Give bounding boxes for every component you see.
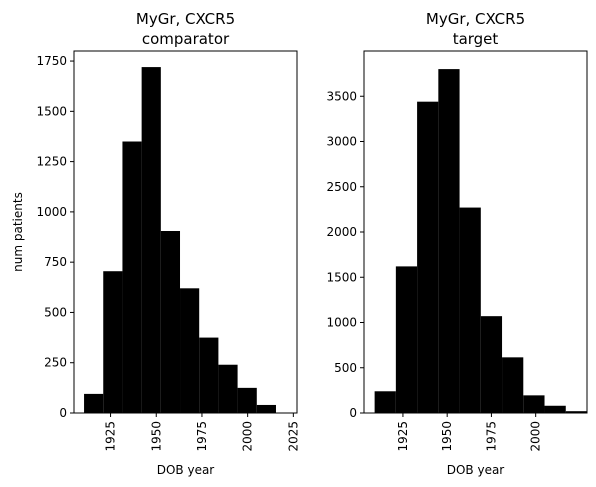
chart-title-line: target — [453, 30, 499, 48]
y-tick-label: 1500 — [36, 104, 67, 118]
x-tick-label: 1950 — [149, 421, 163, 452]
histogram-bar — [180, 288, 200, 413]
chart-title: MyGr, CXCR5 target — [426, 10, 525, 48]
histogram-bar — [122, 141, 142, 413]
y-tick-label: 1750 — [36, 54, 67, 68]
y-tick-label: 1250 — [36, 155, 67, 169]
y-tick-label: 3000 — [326, 135, 357, 149]
x-tick-label: 2025 — [286, 421, 300, 452]
chart-panel-2: 0 500 1000 1500 2000 2500 3000 3500 1925 1950 1975… — [326, 10, 588, 477]
y-tick-label: 0 — [349, 406, 357, 420]
histogram-bar — [565, 411, 587, 413]
histogram-bar — [103, 271, 123, 413]
x-tick-label: 1925 — [396, 421, 410, 452]
y-tick-label: 500 — [44, 305, 67, 319]
histogram-bar — [141, 67, 161, 413]
y-tick-label: 500 — [334, 361, 357, 375]
x-axis-label: DOB year — [447, 463, 505, 477]
y-tick-label: 1500 — [326, 270, 357, 284]
histogram-bar — [237, 387, 257, 413]
histogram-bar — [544, 405, 566, 413]
x-axis-label: DOB year — [157, 463, 215, 477]
y-tick-label: 1000 — [326, 316, 357, 330]
histogram-bar — [160, 230, 181, 413]
x-tick-label: 1950 — [440, 421, 454, 452]
histogram-bar — [502, 357, 524, 413]
y-tick-label: 0 — [59, 406, 67, 420]
x-tick-label: 1975 — [484, 421, 498, 452]
chart-panel-1: 0 250 500 750 1000 1250 1500 1750 1925 1950 1975 20… — [11, 10, 300, 477]
y-tick-label: 3500 — [326, 89, 357, 103]
y-tick-label: 250 — [44, 356, 67, 370]
histogram-bar — [417, 101, 439, 414]
histogram-bar — [523, 395, 545, 413]
histogram-bar — [438, 69, 460, 413]
chart-title-line: MyGr, CXCR5 — [136, 10, 235, 28]
chart-title: MyGr, CXCR5 comparator — [136, 10, 235, 48]
histogram-bar — [199, 337, 219, 413]
x-tick-label: 1925 — [104, 421, 118, 452]
y-tick-label: 750 — [44, 255, 67, 269]
chart-title-line: MyGr, CXCR5 — [426, 10, 525, 28]
histogram-bar — [480, 316, 503, 413]
histogram-bar — [459, 207, 481, 413]
plot-frame — [73, 50, 298, 414]
histogram-bar — [395, 266, 418, 413]
chart-title-line: comparator — [142, 30, 230, 48]
x-tick-label: 2000 — [241, 421, 255, 452]
y-tick-label: 1000 — [36, 205, 67, 219]
histogram-bar — [84, 393, 104, 413]
histogram-bar — [374, 391, 396, 413]
x-tick-label: 2000 — [529, 421, 543, 452]
y-tick-label: 2000 — [326, 225, 357, 239]
y-axis-label: num patients — [11, 192, 25, 272]
y-tick-label: 2500 — [326, 180, 357, 194]
x-tick-label: 1975 — [195, 421, 209, 452]
histogram-bar — [256, 404, 276, 413]
histogram-bar — [218, 364, 238, 413]
